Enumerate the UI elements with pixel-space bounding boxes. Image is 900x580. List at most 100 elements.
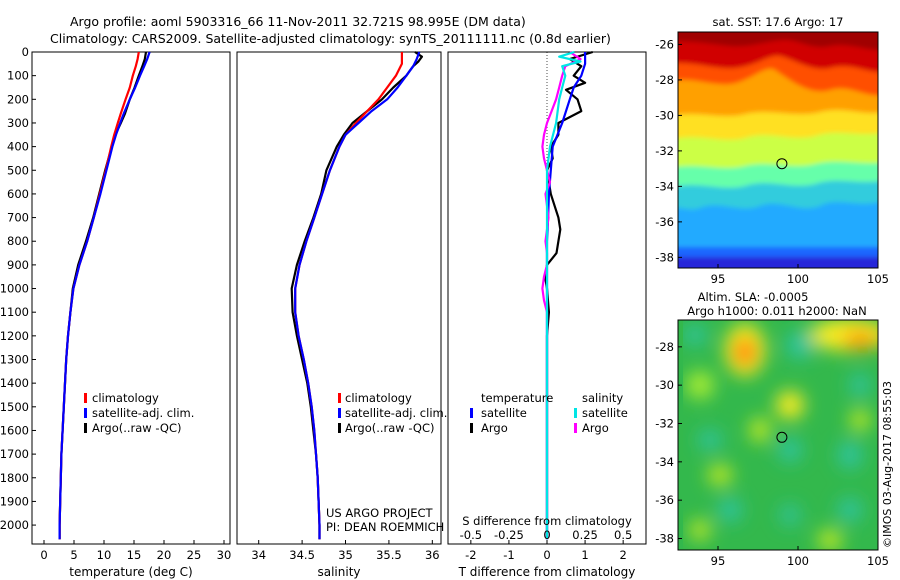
temperature-tick-label: 15 (127, 548, 142, 562)
latitude-tick-label: -30 (655, 108, 674, 122)
legend-header-salinity: salinity (582, 391, 623, 405)
salinity-difference-tick-label: 0 (543, 528, 550, 542)
difference-tick-label: 0 (543, 548, 550, 562)
sst-heatmap (678, 32, 878, 268)
imos-timestamp: ©IMOS 03-Aug-2017 08:55:03 (881, 381, 894, 548)
satellite-salinity-line (294, 51, 421, 540)
temperature-tick-label: 25 (187, 548, 202, 562)
salinity-plot-frame (236, 51, 442, 545)
temperature-legend: climatology satellite-adj. clim. Argo(..… (84, 391, 194, 435)
depth-tick-label: 800 (7, 234, 29, 248)
sst-map-axes: 95 100 105 -26 -28 -30 -32 -34 -36 -38 (655, 37, 889, 286)
legend-label-argo: Argo(..raw -QC) (92, 421, 182, 435)
depth-tick-label: 600 (7, 187, 29, 201)
legend-label-satellite: satellite-adj. clim. (92, 406, 194, 420)
sla-heatmap (678, 320, 878, 550)
temperature-x-axis: 0 5 10 15 20 25 30 (40, 540, 231, 562)
temperature-series (58, 51, 151, 540)
legend-label-t-satellite: satellite (481, 406, 527, 420)
difference-tick-label: -1 (503, 548, 514, 562)
difference-x-axis: -2 -1 0 1 2 -0.5 -0.25 0 0.25 0.5 (460, 528, 633, 562)
depth-tick-label: 2000 (0, 518, 29, 532)
difference-series (541, 50, 594, 540)
depth-tick-label: 1600 (0, 423, 29, 437)
difference-legend: temperature salinity satellite Argo sate… (470, 391, 628, 435)
figure-title-line2: Climatology: CARS2009. Satellite-adjuste… (50, 31, 611, 46)
sst-map-title: sat. SST: 17.6 Argo: 17 (713, 15, 844, 29)
longitude-tick-label: 95 (711, 272, 726, 286)
legend-swatch-argo (338, 423, 341, 433)
longitude-tick-label: 105 (867, 554, 889, 568)
legend-label-satellite: satellite-adj. clim. (345, 406, 447, 420)
temperature-plot-frame (31, 51, 231, 545)
temperature-xlabel: temperature (deg C) (69, 565, 192, 579)
salinity-tick-label: 36 (425, 548, 440, 562)
salinity-tick-label: 35 (338, 548, 353, 562)
latitude-tick-label: -32 (655, 144, 674, 158)
difference-tick-label: 2 (619, 548, 626, 562)
salinity-difference-tick-label: 0.5 (614, 528, 632, 542)
difference-tick-label: 1 (581, 548, 588, 562)
latitude-tick-label: -30 (655, 378, 674, 392)
longitude-tick-label: 105 (867, 272, 889, 286)
depth-tick-label: 300 (7, 116, 29, 130)
legend-swatch-satellite (338, 408, 341, 418)
legend-label-s-argo: Argo (582, 421, 609, 435)
difference-xlabel: T difference from climatology (458, 565, 636, 579)
figure-title-line1: Argo profile: aoml 5903316_66 11-Nov-201… (70, 14, 526, 29)
legend-swatch-climatology (84, 393, 87, 403)
sla-map-title-line2: Argo h1000: 0.011 h2000: NaN (687, 304, 866, 318)
depth-tick-label: 1100 (0, 305, 29, 319)
salinity-legend: climatology satellite-adj. clim. Argo(..… (338, 391, 447, 435)
latitude-tick-label: -34 (655, 179, 674, 193)
temperature-tick-label: 30 (217, 548, 232, 562)
sst-map-frame (677, 31, 879, 269)
project-annotation-line1: US ARGO PROJECT (326, 506, 434, 520)
satellite-temperature-line (58, 51, 151, 540)
legend-label-s-satellite: satellite (582, 406, 628, 420)
depth-tick-label: 0 (22, 45, 29, 59)
depth-tick-label: 400 (7, 140, 29, 154)
legend-swatch-argo (84, 423, 87, 433)
temperature-depth-axis: 0 100 200 300 400 500 600 700 800 900 1000 1100 1200… (0, 45, 36, 532)
legend-label-t-argo: Argo (481, 421, 508, 435)
latitude-tick-label: -38 (655, 532, 674, 546)
sla-map-axes: 95 100 105 -28 -30 -32 -34 -36 -38 (655, 340, 889, 568)
depth-tick-label: 1200 (0, 329, 29, 343)
salinity-difference-tick-label: -0.25 (494, 528, 524, 542)
temperature-tick-label: 0 (40, 548, 47, 562)
legend-label-argo: Argo(..raw -QC) (345, 421, 435, 435)
temperature-tick-label: 20 (157, 548, 172, 562)
depth-tick-label: 1800 (0, 471, 29, 485)
depth-tick-label: 100 (7, 69, 29, 83)
salinity-tick-label: 34.5 (289, 548, 315, 562)
latitude-tick-label: -32 (655, 417, 674, 431)
longitude-tick-label: 95 (711, 554, 726, 568)
sst-map-panel: sat. SST: 17.6 Argo: 17 95 100 105 -26 -28 -3… (655, 15, 889, 286)
salinity-panel: 34 34.5 35 35.5 36 salinity climatology sate… (236, 51, 447, 579)
legend-swatch-t-satellite (470, 408, 473, 418)
salinity-tick-label: 35.5 (376, 548, 402, 562)
difference-panel: -2 -1 0 1 2 -0.5 -0.25 0 0.25 0.5 S difference fr… (447, 50, 647, 579)
latitude-tick-label: -38 (655, 250, 674, 264)
depth-tick-label: 900 (7, 258, 29, 272)
longitude-tick-label: 100 (787, 272, 809, 286)
legend-swatch-s-satellite (574, 408, 577, 418)
salinity-x-axis: 34 34.5 35 35.5 36 (251, 540, 440, 562)
legend-header-temperature: temperature (481, 391, 553, 405)
depth-tick-label: 1500 (0, 400, 29, 414)
depth-tick-label: 500 (7, 163, 29, 177)
salinity-series (290, 51, 423, 540)
latitude-tick-label: -36 (655, 215, 674, 229)
depth-tick-label: 1000 (0, 282, 29, 296)
depth-tick-label: 1400 (0, 376, 29, 390)
satellite-salinity-difference-line (545, 50, 582, 540)
project-annotation-line2: PI: DEAN ROEMMICH (326, 520, 444, 534)
legend-swatch-s-argo (574, 423, 577, 433)
sla-map-frame (677, 319, 879, 551)
depth-tick-label: 200 (7, 92, 29, 106)
depth-tick-label: 1700 (0, 447, 29, 461)
temperature-tick-label: 10 (97, 548, 112, 562)
argo-float-marker (776, 158, 788, 170)
